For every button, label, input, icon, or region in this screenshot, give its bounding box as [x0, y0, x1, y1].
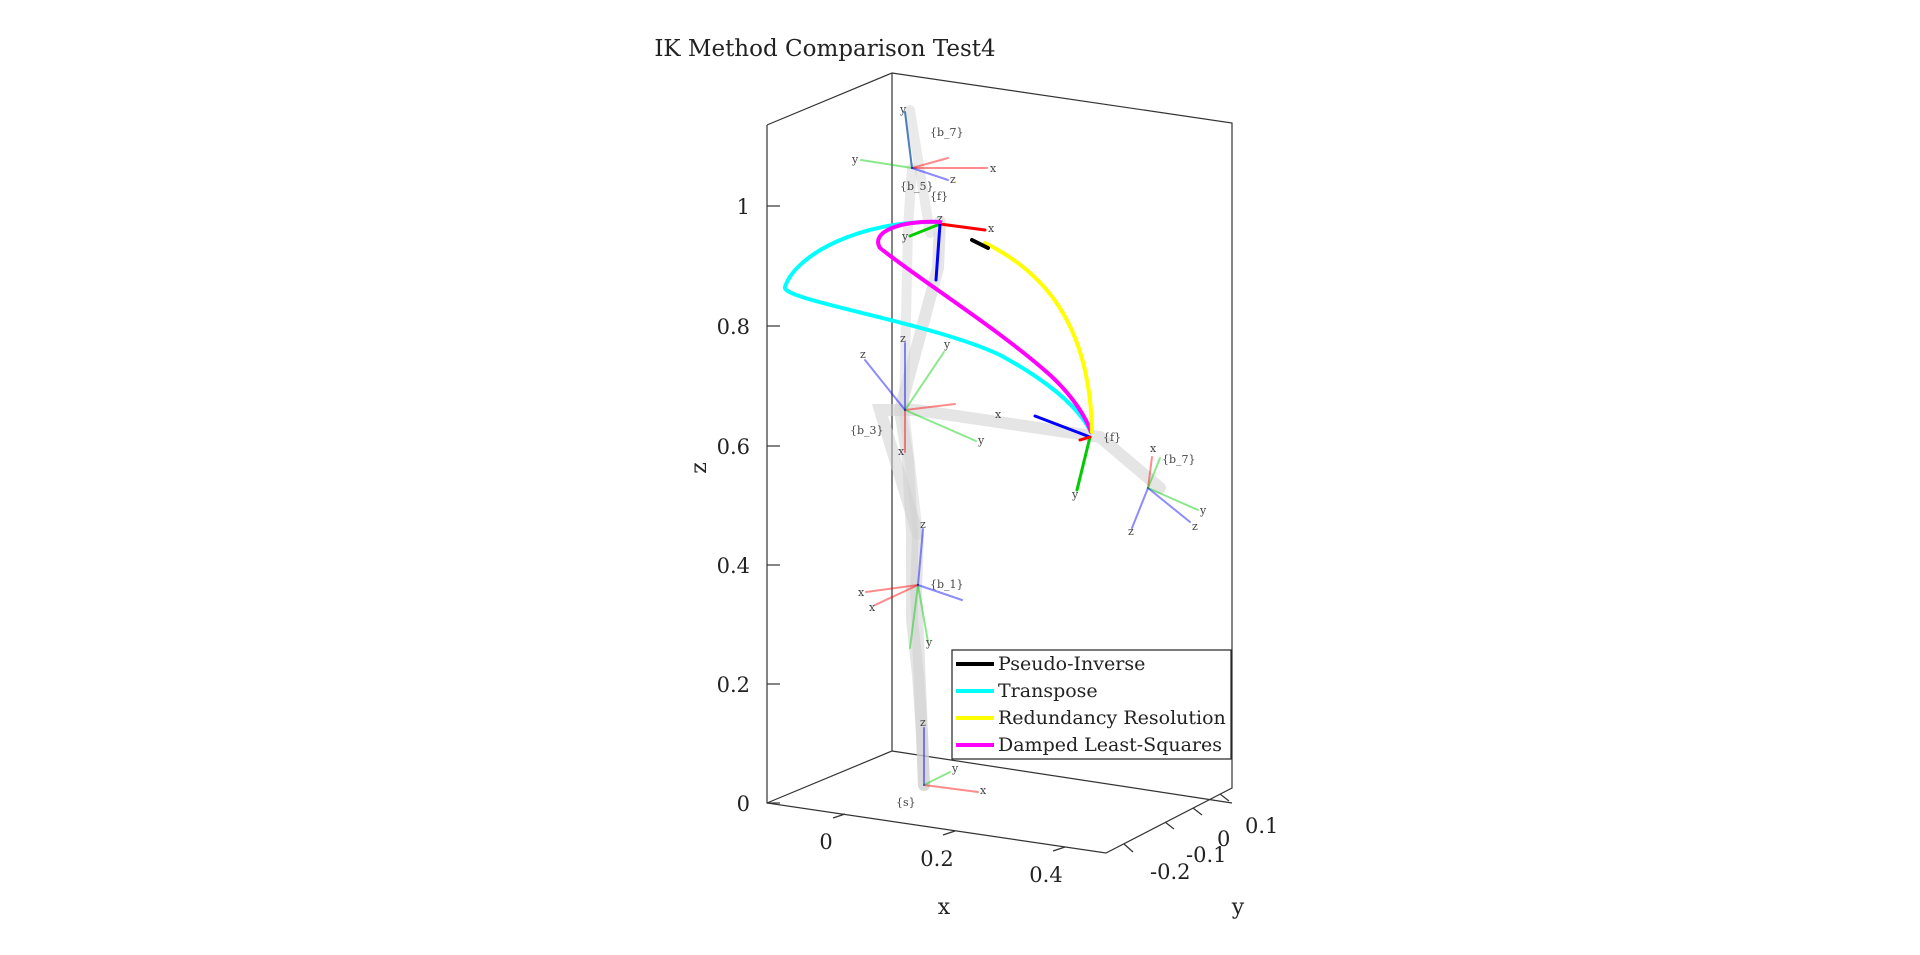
legend-item: Damped Least-Squares — [956, 734, 1222, 756]
legend-item: Pseudo-Inverse — [956, 653, 1145, 675]
axis-letter: z — [920, 716, 926, 729]
frame-b5 — [860, 111, 988, 181]
robot-links — [871, 105, 1166, 791]
legend-label: Damped Least-Squares — [998, 734, 1222, 756]
axis-letter: x — [988, 222, 995, 235]
frame-b7-final — [1131, 456, 1199, 529]
z-tick-labels: 0 0.2 0.4 0.6 0.8 1 — [717, 195, 750, 816]
frame-label: {s} — [896, 796, 916, 809]
axis-letter: y — [901, 230, 909, 243]
x-tick-label: 0.4 — [1029, 863, 1062, 887]
frame-label: {f} — [1103, 431, 1121, 444]
trajectory-redundancy-resolution — [983, 241, 1094, 434]
frame-label: {f} — [930, 190, 948, 203]
frame-label: {b_7} — [1162, 453, 1196, 466]
axis-letter: z — [1128, 525, 1134, 538]
axis-letter: y — [1199, 504, 1207, 517]
axis-letter: x — [990, 162, 997, 175]
axis-letter: x — [1150, 442, 1157, 455]
y-axis-label: y — [1231, 895, 1245, 920]
trajectory-damped-least-squares — [876, 219, 1093, 434]
axis-letter: z — [950, 173, 956, 186]
frame-label: {b_1} — [930, 578, 964, 591]
x-tick-labels: 0 0.2 0.4 — [819, 830, 1062, 887]
y-tick-label: 0.1 — [1245, 814, 1278, 838]
z-axis-label: z — [687, 462, 712, 474]
axis-letter: x — [980, 784, 987, 797]
axis-ticks — [767, 205, 1230, 853]
frame-s — [923, 727, 979, 793]
legend-label: Pseudo-Inverse — [998, 653, 1145, 675]
chart-title: IK Method Comparison Test4 — [654, 36, 995, 62]
axis-letter: x — [869, 601, 876, 614]
legend-label: Redundancy Resolution — [998, 707, 1226, 729]
z-tick-label: 0.6 — [717, 435, 750, 459]
legend-label: Transpose — [998, 680, 1098, 702]
axis-letter: y — [899, 103, 907, 116]
z-tick-label: 0.8 — [717, 315, 750, 339]
x-axis-label: x — [938, 895, 951, 920]
z-tick-label: 0.2 — [717, 673, 750, 697]
frame-labels: {b_7} {b_5} {f} {b_3} {b_1} {s} {f} {b_7… — [850, 126, 1196, 809]
axis-letter: x — [858, 586, 865, 599]
trajectories — [782, 219, 1094, 434]
y-tick-label: 0 — [1217, 827, 1230, 851]
axis-letter: y — [977, 434, 985, 447]
z-tick-label: 0.4 — [717, 554, 750, 578]
y-tick-labels: -0.2 -0.1 0 0.1 — [1150, 814, 1278, 884]
frame-b1 — [865, 528, 963, 649]
target-frame-start — [908, 222, 987, 282]
legend-box — [951, 649, 1232, 760]
frame-label: {b_5} — [900, 180, 934, 193]
x-tick-label: 0.2 — [920, 847, 953, 871]
axis-letter: z — [900, 332, 906, 345]
axis-letter: y — [943, 338, 951, 351]
frame-label: {b_3} — [850, 424, 884, 437]
axis-letter: z — [920, 518, 926, 531]
trajectory-pseudo-inverse — [970, 238, 990, 250]
coordinate-frames — [860, 111, 1199, 793]
frame-label: {b_7} — [930, 126, 964, 139]
target-frame-end — [1033, 414, 1092, 492]
axis-letter: y — [1071, 488, 1079, 501]
axis-letter: x — [898, 445, 905, 458]
axis-letter: y — [925, 636, 933, 649]
y-tick-label: -0.2 — [1150, 860, 1191, 884]
legend-item: Transpose — [956, 680, 1098, 702]
axis-letter: z — [1192, 520, 1198, 533]
frame-axis-letters: x y z x y y z x y y z z x x x y z x y z … — [851, 103, 1207, 797]
axis-letter: y — [851, 153, 859, 166]
y-tick-label: -0.1 — [1186, 843, 1227, 867]
axis-letter: z — [937, 212, 943, 225]
z-tick-label: 1 — [737, 195, 750, 219]
legend: Pseudo-Inverse Transpose Redundancy Reso… — [951, 649, 1232, 760]
legend-item: Redundancy Resolution — [956, 707, 1226, 729]
axis-letter: z — [860, 348, 866, 361]
z-tick-label: 0 — [737, 792, 750, 816]
axis-letter: y — [951, 762, 959, 775]
frame-b3 — [864, 342, 977, 453]
axis-letter: x — [995, 408, 1002, 421]
trajectory-transpose — [782, 219, 1093, 434]
x-tick-label: 0 — [819, 830, 832, 854]
